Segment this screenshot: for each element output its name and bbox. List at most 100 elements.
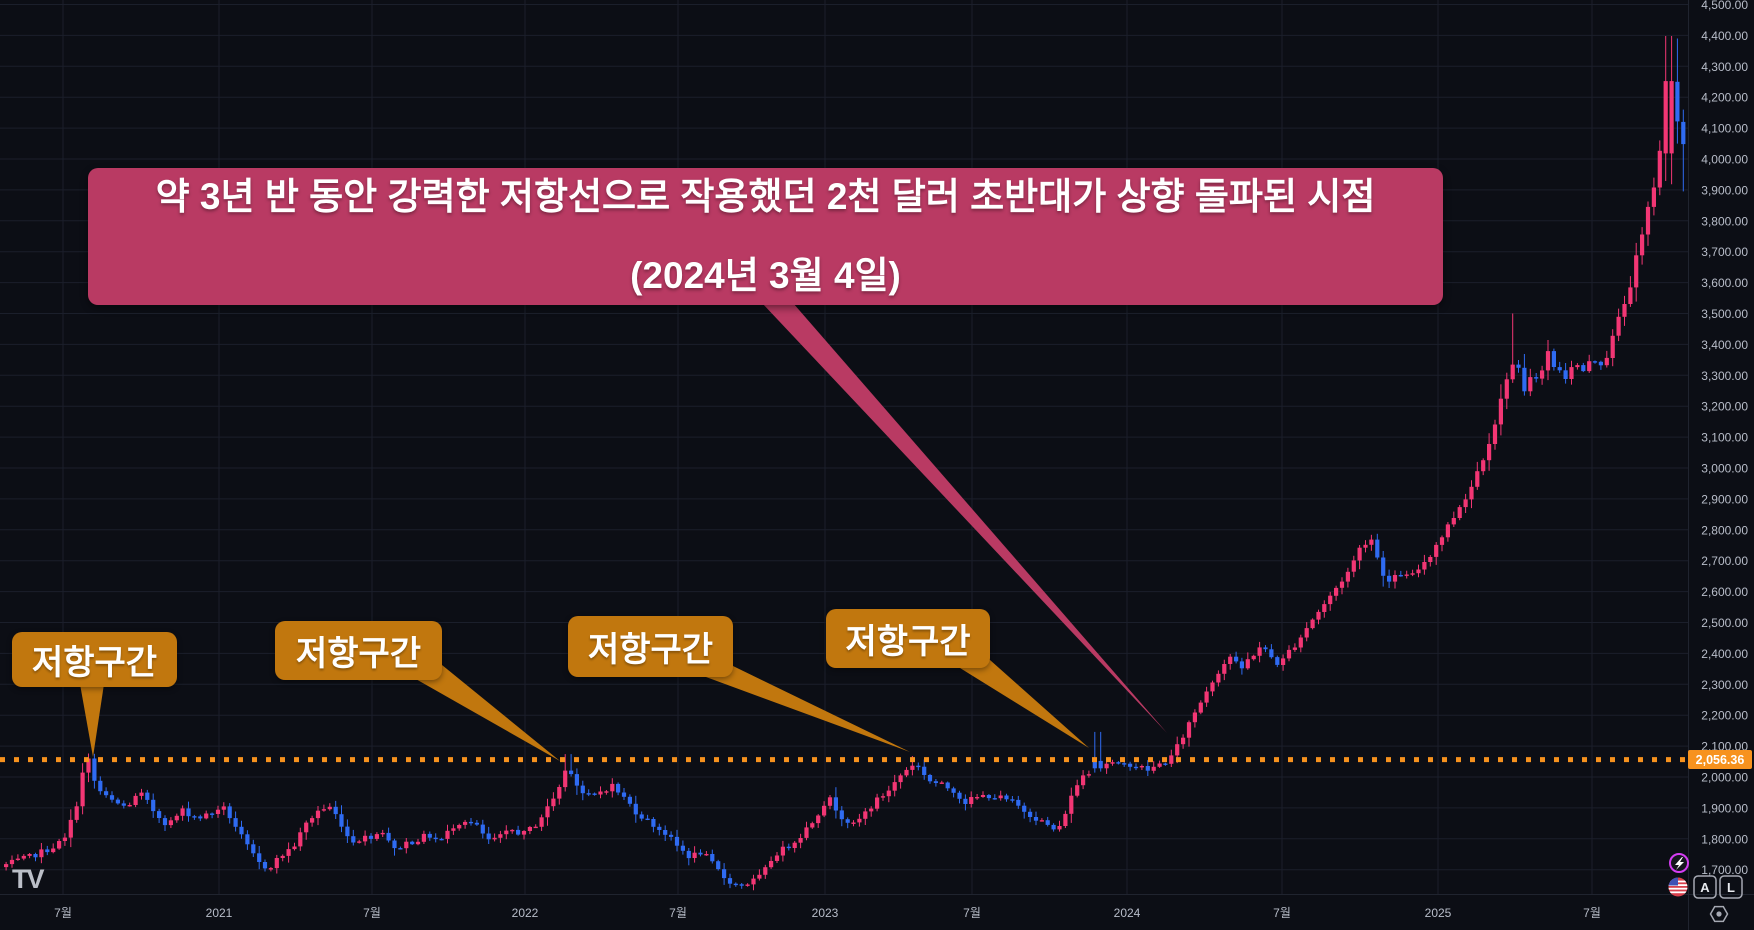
candle <box>1463 499 1468 508</box>
resistance-label-4[interactable]: 저항구간 <box>826 609 990 668</box>
candle <box>586 793 591 795</box>
svg-text:A: A <box>1700 880 1710 895</box>
price-axis-label: 2,800.00 <box>1701 523 1748 537</box>
candle <box>1145 766 1150 771</box>
candle <box>1210 682 1215 692</box>
price-axis-label: 4,500.00 <box>1701 0 1748 12</box>
vertical-gridlines <box>62 0 1593 894</box>
candle <box>1375 539 1380 558</box>
candle <box>857 818 862 823</box>
candle <box>633 803 638 815</box>
candle <box>1345 571 1350 582</box>
candle <box>945 782 950 789</box>
candle <box>1645 206 1651 235</box>
horizontal-gridlines <box>0 4 1688 871</box>
log-scale-button[interactable]: L <box>1719 875 1743 899</box>
candle <box>468 821 474 824</box>
candle <box>1275 657 1280 665</box>
candle <box>1157 763 1162 767</box>
time-axis[interactable]: 7월 2021 7월 2022 7월 2023 7월 2024 7월 2025 7월 <box>54 906 1601 920</box>
candle <box>474 822 479 825</box>
candle <box>304 822 309 833</box>
candle <box>1445 524 1450 538</box>
candle <box>1610 335 1615 358</box>
candle <box>268 868 273 870</box>
candle <box>1051 824 1056 830</box>
candle <box>239 826 244 835</box>
resistance-label-3[interactable]: 저항구간 <box>568 616 733 677</box>
candle <box>533 826 538 829</box>
candle <box>810 823 815 828</box>
resistance-label-1[interactable]: 저항구간 <box>12 632 177 687</box>
candle <box>133 795 138 805</box>
candle <box>98 780 103 792</box>
candle <box>39 849 44 858</box>
auto-scale-button[interactable]: A <box>1693 875 1717 899</box>
callout-text-line2: (2024년 3월 4일) <box>630 255 901 296</box>
candle <box>757 874 762 879</box>
candle <box>833 797 838 811</box>
price-axis-label: 3,300.00 <box>1701 369 1748 383</box>
candle <box>539 817 544 827</box>
candle <box>345 826 350 837</box>
candle <box>51 848 56 853</box>
candle <box>1239 661 1244 669</box>
candle <box>798 838 803 843</box>
callout-text-line1: 약 3년 반 동안 강력한 저항선으로 작용했던 2천 달러 초반대가 상향 돌… <box>155 176 1376 217</box>
candle <box>1098 760 1103 769</box>
candle <box>1269 649 1274 658</box>
candle <box>780 846 785 856</box>
candle <box>569 770 574 775</box>
candle <box>1081 775 1086 786</box>
candle <box>610 783 615 792</box>
candle <box>33 854 38 858</box>
candle <box>104 791 109 796</box>
candle <box>257 853 262 862</box>
candle <box>1004 795 1009 800</box>
candle <box>1363 544 1368 548</box>
candle <box>274 858 279 869</box>
callout-tail <box>762 303 1167 733</box>
candle <box>722 869 727 879</box>
candle <box>310 818 315 823</box>
price-axis[interactable]: 4,500.00 4,400.00 4,300.00 4,200.00 4,100.00… <box>1701 0 1748 877</box>
candle <box>1133 766 1139 769</box>
candle <box>1410 573 1415 575</box>
candle <box>933 781 938 783</box>
candle <box>563 770 568 788</box>
candle <box>1010 799 1015 801</box>
candle <box>1104 763 1109 769</box>
candle <box>445 830 450 839</box>
candle <box>916 765 921 768</box>
candle <box>62 837 67 841</box>
settings-hexagon-icon[interactable] <box>1709 905 1729 923</box>
candle <box>298 832 303 847</box>
price-axis-label: 3,500.00 <box>1701 307 1748 321</box>
candle <box>980 795 986 797</box>
candle <box>1222 664 1227 674</box>
callout-box[interactable]: 약 3년 반 동안 강력한 저항선으로 작용했던 2천 달러 초반대가 상향 돌… <box>88 168 1443 305</box>
candle <box>1592 361 1598 363</box>
candle <box>975 797 980 799</box>
candle <box>139 792 144 796</box>
candle <box>710 854 715 862</box>
resistance-label-2[interactable]: 저항구간 <box>275 621 442 680</box>
candle <box>645 818 650 820</box>
candle <box>80 772 85 807</box>
candle <box>1475 471 1480 487</box>
candle <box>262 862 268 869</box>
time-axis-label: 7월 <box>1273 906 1291 920</box>
lightning-icon[interactable] <box>1669 853 1689 873</box>
candle <box>1204 691 1209 703</box>
candle <box>1298 637 1303 648</box>
candle <box>386 832 391 841</box>
candle <box>1404 574 1409 576</box>
candle <box>1469 486 1474 500</box>
us-flag-icon[interactable] <box>1668 877 1688 897</box>
candle <box>663 830 668 835</box>
candle <box>774 855 780 861</box>
candle <box>198 816 203 819</box>
candle <box>1487 444 1492 461</box>
candle <box>674 836 680 846</box>
